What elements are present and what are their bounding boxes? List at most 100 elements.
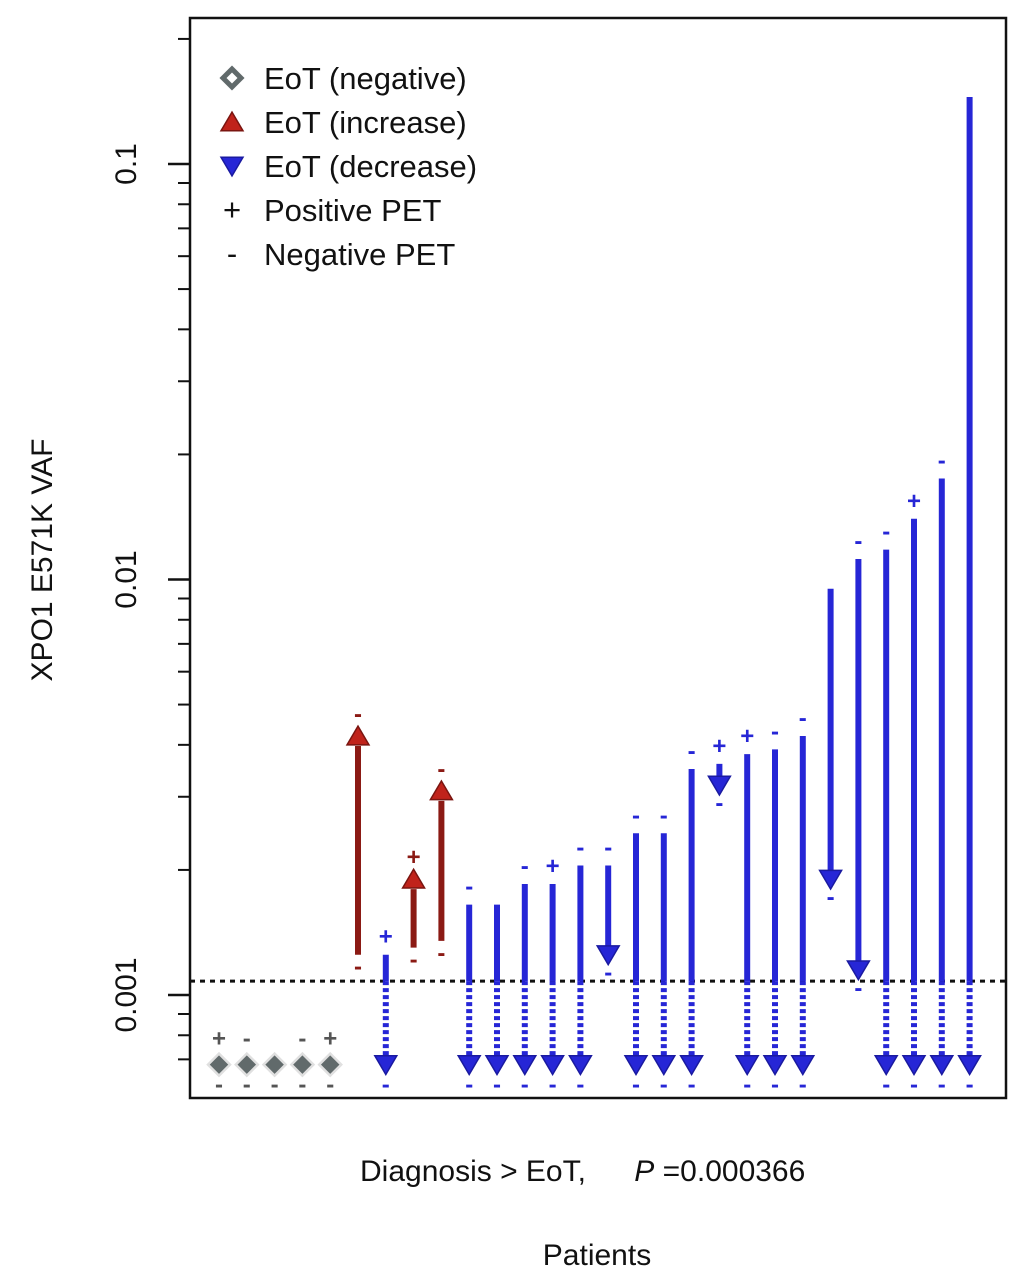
patient-22: -- (790, 705, 816, 1099)
pet-status-mark: - (882, 519, 890, 546)
eot-decrease-triangle (901, 1055, 927, 1076)
legend-label: Negative PET (264, 237, 455, 272)
annotation-prefix: Diagnosis > EoT, (360, 1155, 586, 1188)
data-marks: +--- ---+---+-+----- ---+-----------+-+---… (190, 96, 1006, 1099)
legend-item: + Positive PET (223, 192, 442, 228)
pet-status-mark: - (938, 448, 946, 475)
eot-negative-diamond (317, 1051, 343, 1078)
legend-label: EoT (decrease) (264, 149, 477, 184)
pet-status-mark: - (465, 1072, 473, 1099)
eot-decrease-triangle (373, 1055, 399, 1076)
eot-increase-triangle (429, 779, 454, 801)
pet-status-mark: - (771, 1072, 779, 1099)
pet-status-mark: - (688, 738, 696, 765)
legend-item: EoT (increase) (219, 105, 467, 140)
legend-item: EoT (negative) (219, 61, 467, 96)
eot-decrease-triangle (762, 1055, 788, 1076)
pet-status-mark: - (854, 975, 862, 1002)
eot-decrease-triangle (734, 1055, 760, 1076)
eot-decrease-triangle (929, 1055, 955, 1076)
y-axis-label: XPO1 E571K VAF (26, 439, 59, 682)
pet-status-mark: + (407, 844, 421, 871)
eot-decrease-triangle (679, 1055, 704, 1076)
pet-status-mark: - (799, 705, 807, 732)
patient-24: -- (846, 528, 871, 1002)
eot-decrease-triangle (846, 960, 871, 982)
pet-status-mark: - (632, 1072, 640, 1099)
pet-status-mark: - (660, 1072, 668, 1099)
eot-decrease-triangle (484, 1055, 510, 1076)
pet-status-mark: - (549, 1072, 557, 1099)
pet-status-mark: - (576, 1072, 584, 1099)
patient-13: +- (540, 853, 565, 1099)
pet-status-mark: + (212, 1026, 226, 1053)
pet-status-mark: - (326, 1072, 334, 1099)
pet-status-mark: + (379, 924, 393, 951)
p-value-annotation: Diagnosis > EoT, P =0.000366 (360, 1155, 805, 1188)
patient-5: +- (317, 1026, 343, 1099)
legend-label: EoT (negative) (264, 61, 467, 96)
pet-status-mark: - (632, 802, 640, 829)
pet-status-mark: - (715, 790, 723, 817)
patient-17: -- (651, 802, 677, 1099)
pet-status-mark: - (243, 1072, 251, 1099)
pet-status-mark: - (298, 1072, 306, 1099)
patient-11: - (484, 904, 510, 1099)
eot-decrease-triangle (456, 1055, 482, 1076)
eot-decrease-triangle (568, 1055, 593, 1076)
patient-1: +- (206, 1026, 232, 1099)
eot-decrease-triangle (595, 945, 621, 967)
patient-25: -- (873, 519, 899, 1099)
pet-status-mark: - (576, 834, 584, 861)
patient-3: - (261, 1051, 288, 1099)
pet-status-mark: - (493, 1072, 501, 1099)
p-symbol: P (634, 1155, 654, 1188)
pet-status-mark: - (271, 1072, 279, 1099)
pet-status-mark: + (907, 488, 921, 515)
eot-increase-triangle (401, 867, 426, 889)
patient-20: +- (734, 723, 760, 1099)
patient-16: -- (623, 802, 649, 1099)
pet-status-mark: - (660, 802, 668, 829)
pet-status-mark: - (382, 1072, 390, 1099)
y-tick-label: 0.01 (110, 550, 143, 608)
p-value: =0.000366 (663, 1155, 806, 1188)
patient-15: -- (595, 834, 621, 987)
patient-8: +- (401, 844, 426, 974)
y-tick-label: 0.001 (110, 957, 143, 1032)
pet-status-mark: - (938, 1072, 946, 1099)
y-tick-label: 0.1 (110, 143, 143, 185)
pet-status-mark: - (354, 701, 362, 728)
patient-23: - (818, 588, 843, 911)
legend-item: EoT (decrease) (219, 149, 477, 184)
pet-status-mark: - (604, 960, 612, 987)
pet-status-mark: + (712, 733, 726, 760)
eot-decrease-triangle (651, 1055, 677, 1076)
pet-status-mark: - (854, 528, 862, 555)
pet-status-mark: - (966, 1072, 974, 1099)
pet-status-mark: - (410, 947, 418, 974)
patient-2: -- (234, 1026, 260, 1099)
pet-status-mark: - (910, 1072, 918, 1099)
legend-item: - Negative PET (227, 236, 455, 272)
eot-decrease-triangle (512, 1055, 538, 1076)
eot-decrease-triangle (818, 869, 843, 891)
patient-14: -- (568, 834, 593, 1099)
patient-4: -- (289, 1026, 316, 1099)
pet-status-mark: - (743, 1072, 751, 1099)
pet-status-mark: - (215, 1072, 223, 1099)
patient-10: -- (456, 874, 482, 1099)
legend-pet-symbol: + (223, 192, 241, 227)
patient-7: +- (373, 924, 399, 1099)
pet-status-mark: + (546, 853, 560, 880)
patient-6: -- (345, 701, 371, 981)
eot-decrease-triangle (873, 1055, 899, 1076)
pet-status-mark: - (437, 756, 445, 783)
eot-decrease-triangle (540, 1055, 565, 1076)
patient-19: +- (707, 733, 732, 817)
patient-26: +- (901, 488, 927, 1099)
eot-negative-diamond (261, 1051, 288, 1078)
pet-status-mark: - (298, 1026, 306, 1053)
pet-status-mark: - (354, 954, 362, 981)
